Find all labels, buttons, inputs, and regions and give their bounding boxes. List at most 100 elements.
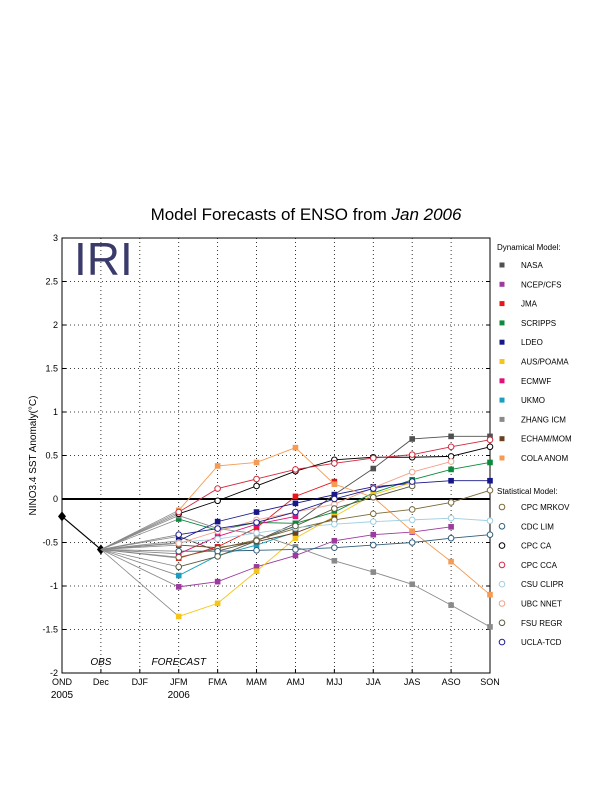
series-point xyxy=(448,477,454,484)
series-point xyxy=(447,443,455,451)
series-point xyxy=(175,531,183,538)
series-point xyxy=(408,468,416,476)
legend-swatch xyxy=(498,503,506,511)
legend-item: LDEO xyxy=(499,338,543,347)
legend-label: JMA xyxy=(521,300,538,309)
y-tick-label: 2 xyxy=(53,320,58,330)
legend-item: CPC MRKOV xyxy=(498,503,570,512)
legend-item: CPC CA xyxy=(498,542,552,551)
x-tick-label: MAM xyxy=(246,677,267,687)
x-tick-label: DJF xyxy=(132,677,149,687)
x-tick-label: SON xyxy=(480,677,500,687)
series-point xyxy=(331,460,338,467)
legend-swatch xyxy=(499,320,505,326)
series-point xyxy=(486,531,494,538)
legend-item: UBC NNET xyxy=(498,600,562,609)
legend-item: CDC LIM xyxy=(498,522,554,531)
y-tick-label: 0.5 xyxy=(45,451,58,461)
observed-point xyxy=(58,511,66,522)
legend-item: JMA xyxy=(499,300,538,309)
series-point xyxy=(486,443,494,451)
x-tick-label: JAS xyxy=(404,677,421,687)
series-point xyxy=(214,518,221,525)
x-tick-label: MJJ xyxy=(326,677,343,687)
legend-swatch xyxy=(498,600,506,607)
legend-swatch xyxy=(498,638,506,646)
series-point xyxy=(487,433,493,440)
series-point xyxy=(448,466,454,473)
legend-item: CPC CCA xyxy=(498,561,558,570)
legend-label: ECHAM/MOM xyxy=(521,435,572,444)
x-tick-label: OND xyxy=(52,677,73,687)
legend-item: ECHAM/MOM xyxy=(499,435,572,444)
legend-header-statistical: Statistical Model: xyxy=(497,487,557,496)
observed-line xyxy=(61,515,102,550)
series-point xyxy=(175,547,183,555)
legend-label: NCEP/CFS xyxy=(521,280,561,289)
legend-item: ZHANG ICM xyxy=(499,415,566,424)
x-tick-label: JJA xyxy=(366,677,381,687)
series-point xyxy=(369,454,377,462)
series-point xyxy=(409,436,415,442)
series-point xyxy=(487,459,493,466)
series-point xyxy=(331,537,338,544)
series-cpc-mrkov xyxy=(100,487,494,561)
series-connector xyxy=(100,549,179,576)
legend-swatch xyxy=(499,262,505,268)
series-point xyxy=(175,572,182,579)
y-tick-label: -1.5 xyxy=(42,625,58,635)
series-point xyxy=(214,535,221,543)
annotation-forecast: FORECAST xyxy=(152,657,207,668)
series-cpc-cca xyxy=(100,436,494,550)
series-connector xyxy=(100,549,179,588)
series-point xyxy=(487,591,493,598)
y-tick-label: -2 xyxy=(50,668,58,678)
legend-label: NASA xyxy=(521,261,543,270)
y-tick-label: 3 xyxy=(53,233,58,243)
x-tick-label: FMA xyxy=(208,677,227,687)
legend-swatch xyxy=(498,561,506,569)
series-point xyxy=(175,584,182,590)
series-point xyxy=(253,524,260,531)
series-point xyxy=(331,509,338,515)
series-connector xyxy=(100,549,179,555)
x-tick-label: JFM xyxy=(170,677,188,687)
series-point xyxy=(214,578,221,585)
series-point xyxy=(292,493,299,500)
series-connector xyxy=(100,549,179,552)
series-point xyxy=(369,518,377,525)
y-axis-label: NINO3.4 SST Anomaly(°C) xyxy=(28,396,39,516)
iri-watermark: IRI xyxy=(74,233,133,285)
series-point xyxy=(448,558,454,565)
series-point xyxy=(253,564,260,570)
legend-item: AUS/POAMA xyxy=(499,358,569,367)
chart-title-date: Jan 2006 xyxy=(391,205,462,224)
legend-label: ZHANG ICM xyxy=(521,415,566,424)
legend-item: SCRIPPS xyxy=(499,319,556,328)
series-connector xyxy=(100,549,179,617)
series-point xyxy=(408,478,416,485)
series-point xyxy=(331,491,338,498)
series-point xyxy=(253,568,260,575)
legend-label: UKMO xyxy=(521,396,545,405)
y-tick-label: 2.5 xyxy=(45,277,58,287)
legend-swatch xyxy=(499,378,505,384)
series-point xyxy=(175,563,183,571)
series-point xyxy=(408,516,416,524)
series-point xyxy=(447,499,455,506)
series-line xyxy=(178,515,296,555)
series-point xyxy=(369,510,377,518)
series-point xyxy=(253,547,260,554)
series-point xyxy=(487,477,493,484)
legend-item: UKMO xyxy=(499,396,545,405)
series-point xyxy=(448,602,454,608)
legend-item: UCLA-TCD xyxy=(498,638,562,647)
series-point xyxy=(292,552,299,559)
legend-item: COLA ANOM xyxy=(499,454,568,463)
legend-swatch xyxy=(498,580,506,588)
series-point xyxy=(409,528,415,534)
series-point xyxy=(369,493,377,501)
series-ucla-tcd xyxy=(100,478,416,550)
legend-swatch xyxy=(498,619,506,627)
series-point xyxy=(292,466,299,473)
